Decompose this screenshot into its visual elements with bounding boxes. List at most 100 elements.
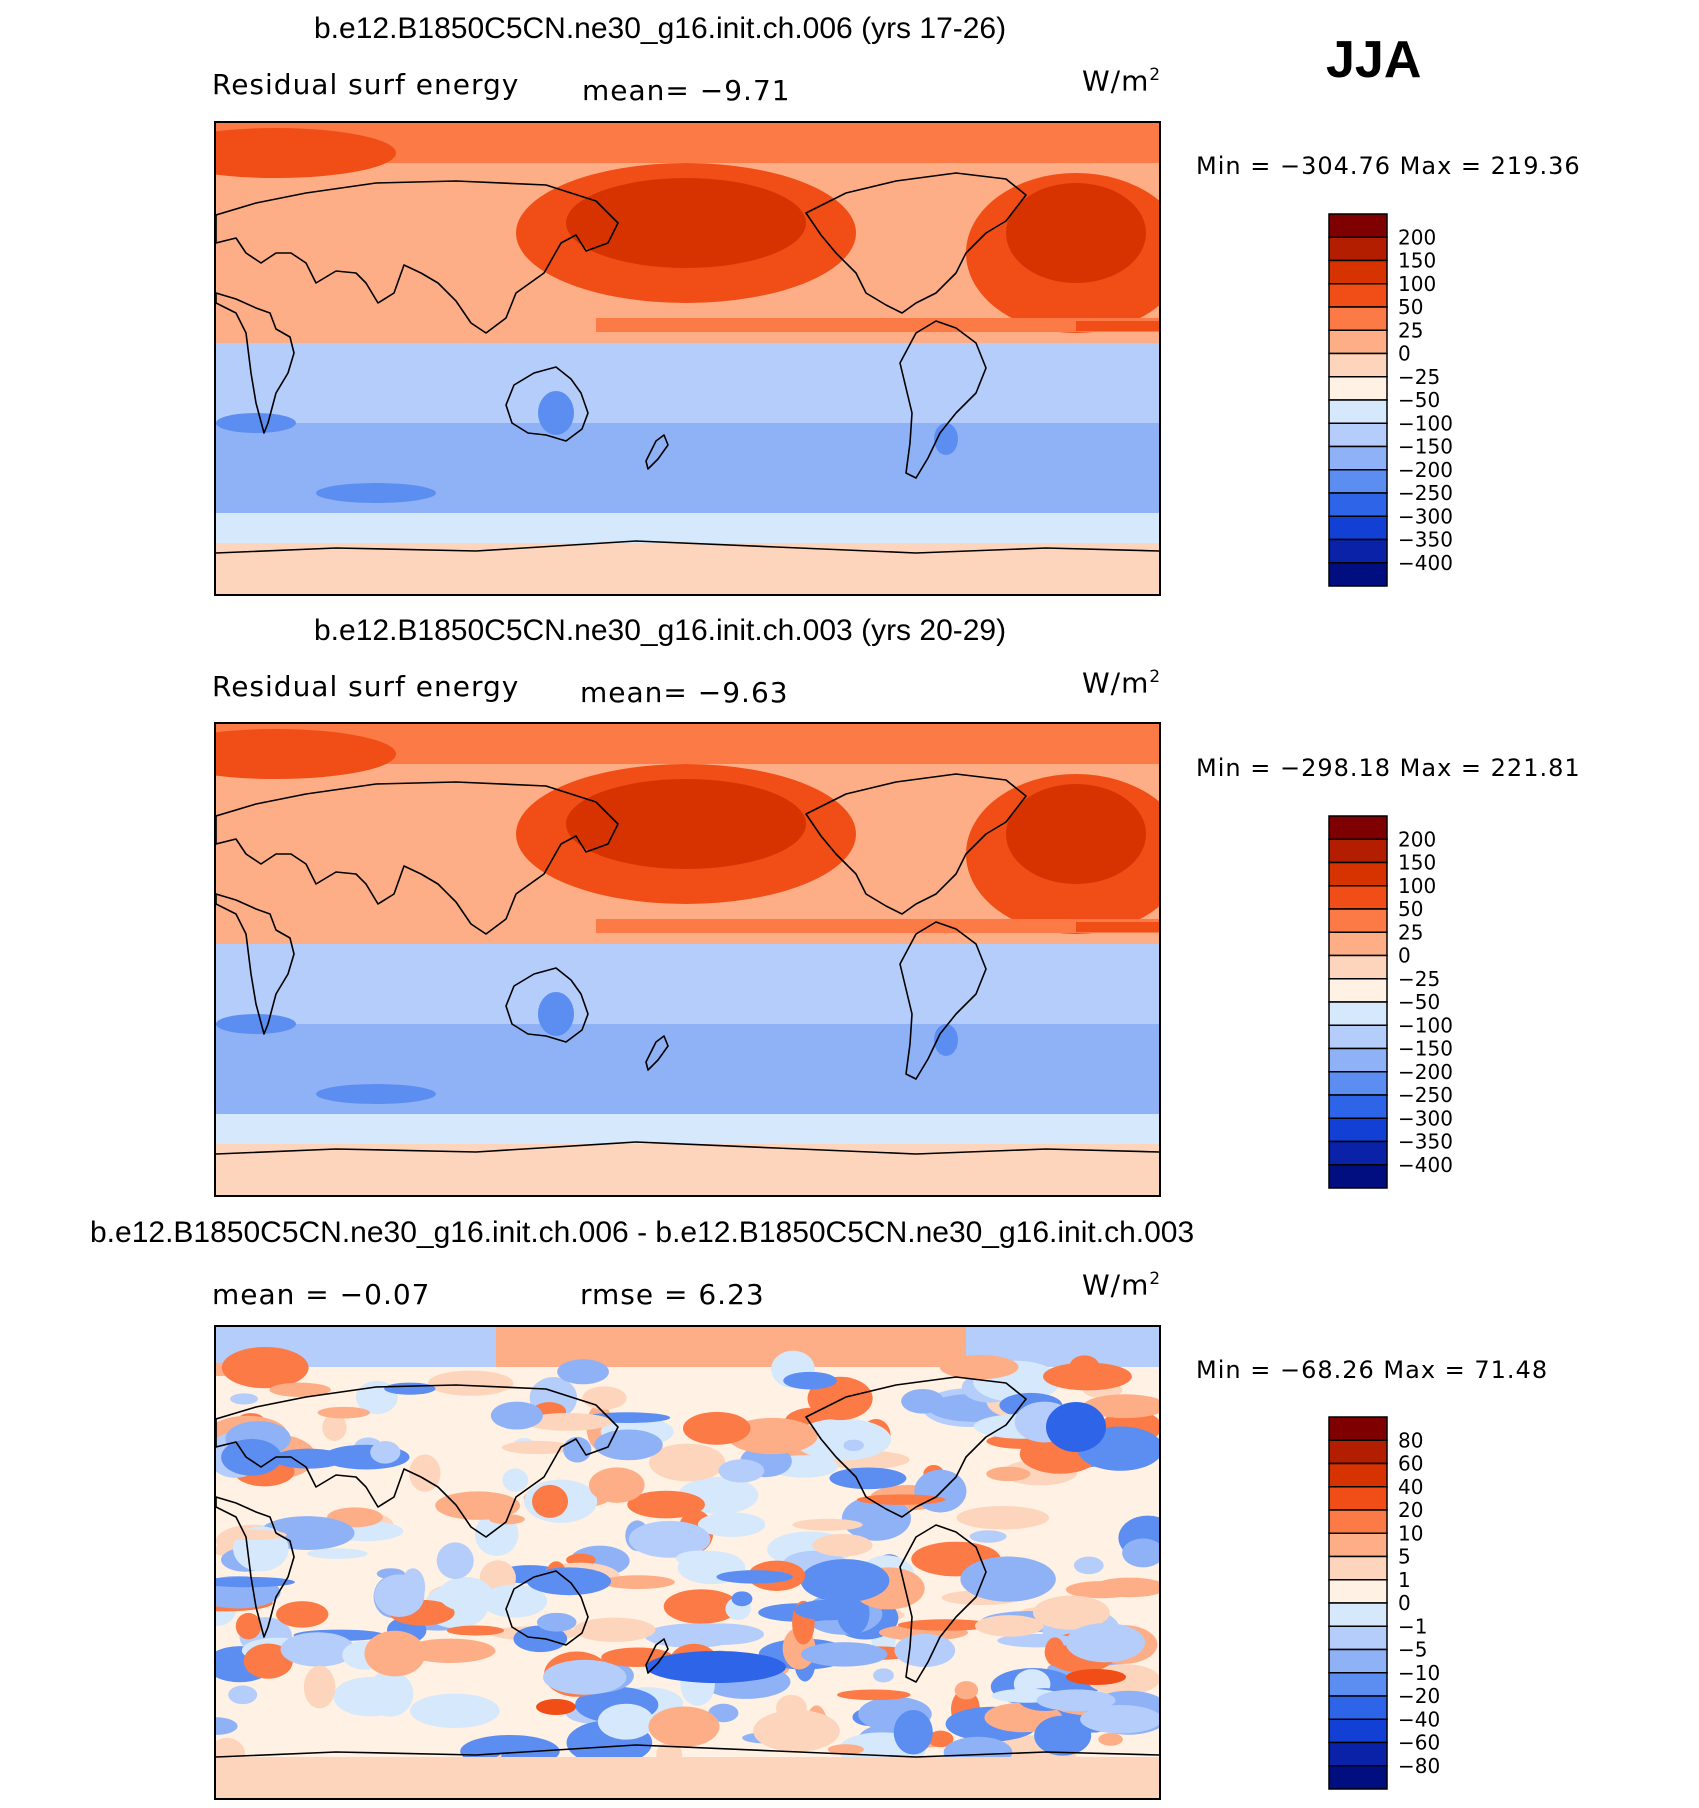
field-blob xyxy=(501,1440,573,1455)
field-blob xyxy=(829,1467,907,1490)
field-blob xyxy=(1042,1362,1132,1391)
field-blob xyxy=(370,1441,401,1464)
field-blob xyxy=(404,1638,496,1663)
field-blob xyxy=(718,1459,765,1483)
panel-1-colorbar: 200 150 100 50 25 0 −25 −50 −100 −150 −200 −250 −300… xyxy=(1328,213,1453,587)
colorbar-tick-label: −50 xyxy=(1398,990,1440,1014)
colorbar-tick-label: 100 xyxy=(1398,874,1436,898)
colorbar-tick-label: 100 xyxy=(1398,272,1436,296)
panel-3-minmax: Min = −68.26 Max = 71.48 xyxy=(1196,1356,1549,1384)
continent-outline xyxy=(216,1141,1159,1155)
field-band xyxy=(216,1757,1159,1798)
field-blob xyxy=(316,483,436,503)
colorbar-segment xyxy=(1328,422,1388,448)
field-blob xyxy=(648,1706,720,1747)
field-blob xyxy=(1083,1394,1159,1419)
panel-1-units: W/m2 xyxy=(1082,64,1162,98)
field-blob xyxy=(446,1625,505,1636)
field-blob xyxy=(536,1699,576,1715)
field-blob xyxy=(627,1490,705,1519)
continent-outline xyxy=(216,1496,295,1638)
field-blob xyxy=(1006,183,1146,283)
colorbar-segment xyxy=(1328,1117,1388,1143)
field-blob xyxy=(960,1556,1056,1602)
field-blob xyxy=(927,1730,954,1748)
field-blob xyxy=(316,1084,436,1104)
field-blob xyxy=(435,1491,521,1520)
colorbar-segment xyxy=(1328,838,1388,864)
colorbar-tick-label: 80 xyxy=(1398,1428,1423,1452)
colorbar-segment xyxy=(1328,283,1388,308)
field-blob xyxy=(243,1643,293,1679)
field-band xyxy=(216,543,1159,594)
colorbar-segment xyxy=(1328,1486,1388,1511)
colorbar-tick-label: 150 xyxy=(1398,851,1436,875)
continent-outline xyxy=(805,1376,1027,1518)
field-blob xyxy=(364,1630,426,1677)
field-blob xyxy=(783,1371,837,1390)
colorbar-tick-label: −80 xyxy=(1398,1754,1440,1778)
panel-3-mean-label: mean = −0.07 xyxy=(212,1278,431,1311)
field-blob xyxy=(594,1429,663,1461)
colorbar-tick-label: 60 xyxy=(1398,1452,1423,1476)
field-blob xyxy=(934,423,958,455)
field-blob xyxy=(502,1468,529,1492)
colorbar-tick-label: 10 xyxy=(1398,1521,1423,1545)
colorbar-tick-label: −150 xyxy=(1398,1037,1453,1061)
colorbar-segment xyxy=(1328,445,1388,471)
colorbar-segment xyxy=(1328,515,1388,541)
field-blob xyxy=(219,1529,287,1540)
field-blob xyxy=(793,1418,892,1461)
colorbar-segment xyxy=(1328,538,1388,564)
panel-3-title: b.e12.B1850C5CN.ne30_g16.init.ch.006 - b… xyxy=(90,1216,1195,1249)
colorbar-segment xyxy=(1328,1024,1388,1050)
panel-2-map-svg xyxy=(216,724,1159,1195)
colorbar-segment xyxy=(1328,352,1388,378)
field-blob xyxy=(523,1412,613,1431)
field-blob xyxy=(954,1681,979,1700)
continent-outline xyxy=(216,180,619,334)
field-blob xyxy=(563,1436,592,1463)
field-blob xyxy=(697,1512,766,1537)
field-blob xyxy=(986,1466,1031,1482)
colorbar-segment xyxy=(1328,908,1388,933)
colorbar-segment xyxy=(1328,492,1388,517)
field-blob xyxy=(557,1359,609,1385)
field-blob xyxy=(974,1615,1044,1637)
colorbar-tick-label: −5 xyxy=(1398,1638,1427,1662)
field-blob xyxy=(843,1439,864,1452)
field-blob xyxy=(427,1370,514,1396)
continent-outline xyxy=(899,320,987,479)
panel-1-map-svg xyxy=(216,123,1159,594)
field-blob xyxy=(894,1633,956,1667)
colorbar-segment xyxy=(1328,213,1388,238)
continent-outline xyxy=(899,921,987,1080)
colorbar-tick-label: −25 xyxy=(1398,967,1440,991)
field-blob xyxy=(1065,1622,1145,1663)
field-blob xyxy=(794,1599,862,1621)
field-band xyxy=(596,318,1159,332)
colorbar-tick-label: −350 xyxy=(1398,1130,1453,1154)
colorbar-segment xyxy=(1328,861,1388,887)
continent-outline xyxy=(645,1638,669,1674)
colorbar-segment xyxy=(1328,1695,1388,1720)
field-blob xyxy=(1046,1402,1106,1452)
colorbar-segment xyxy=(1328,954,1388,980)
colorbar-segment xyxy=(1328,236,1388,262)
panel-2-mean-label: mean= −9.63 xyxy=(580,676,789,709)
colorbar-segment xyxy=(1328,469,1388,494)
field-blob xyxy=(307,1548,368,1559)
panel-2-variable-label: Residual surf energy xyxy=(212,670,520,703)
continent-outline xyxy=(216,781,619,935)
season-label: JJA xyxy=(1326,31,1422,89)
colorbar-segment xyxy=(1328,1765,1388,1790)
field-blob xyxy=(1036,1689,1116,1712)
colorbar-segment xyxy=(1328,399,1388,424)
field-blob xyxy=(1032,1595,1110,1630)
colorbar-segment xyxy=(1328,1625,1388,1651)
field-blob xyxy=(543,1659,627,1695)
field-blob xyxy=(538,391,574,435)
field-blob xyxy=(812,1533,873,1557)
colorbar-tick-label: 0 xyxy=(1398,944,1411,968)
field-blob xyxy=(939,1354,1019,1380)
